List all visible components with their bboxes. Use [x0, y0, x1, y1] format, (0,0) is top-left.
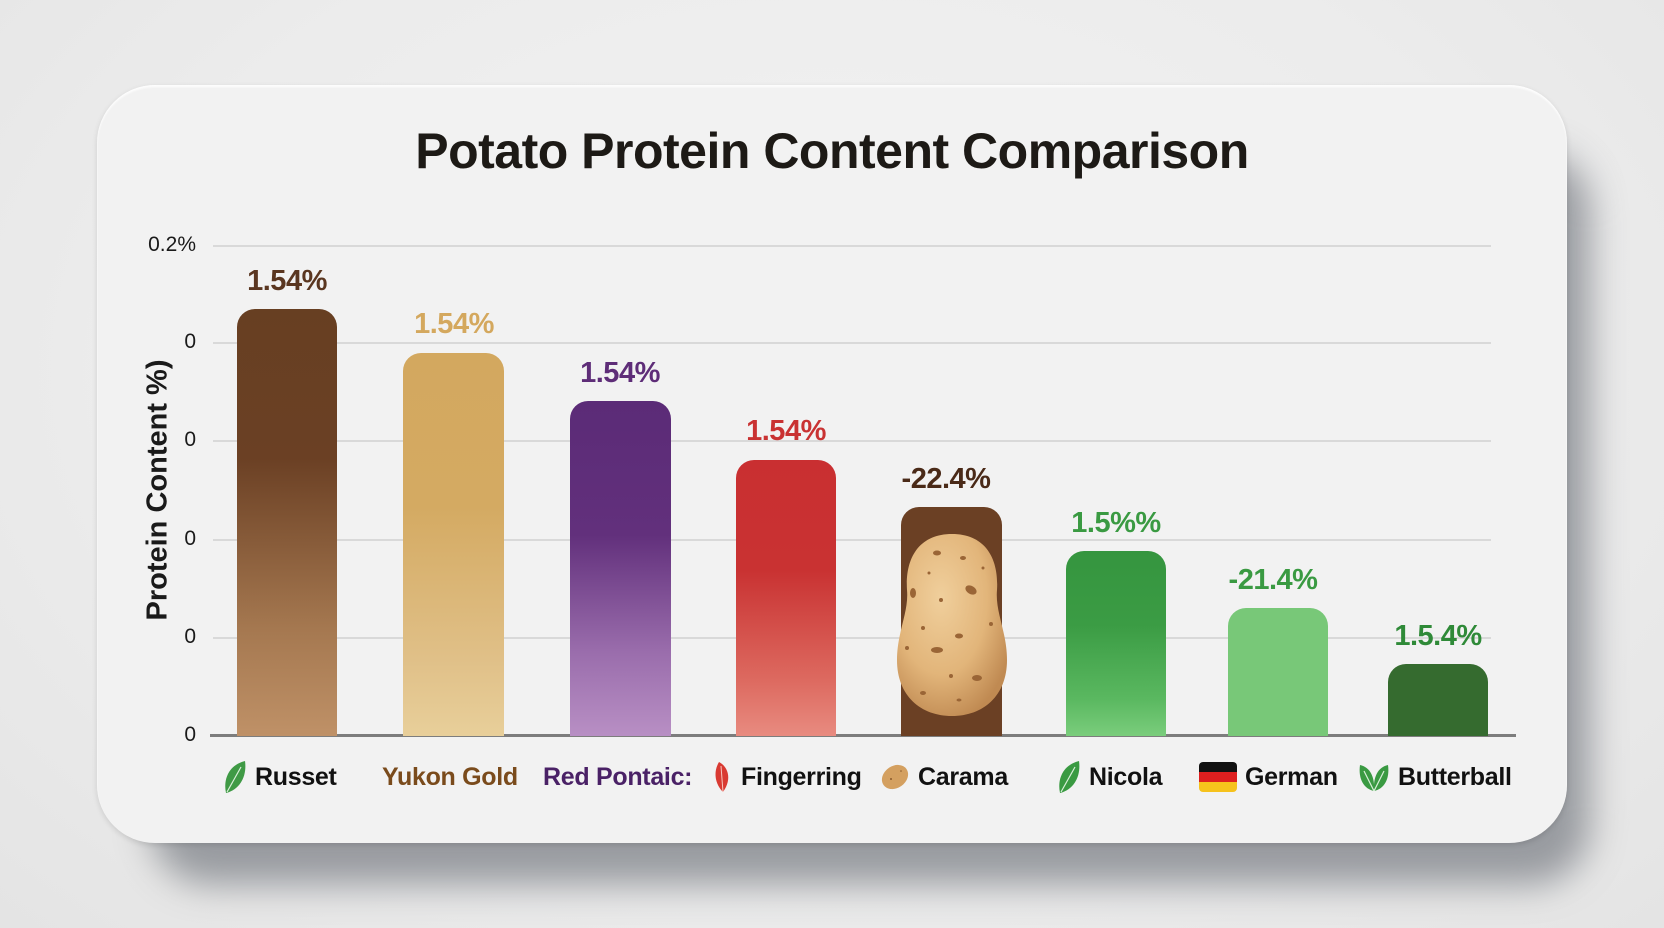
- category-german: German: [1199, 758, 1338, 796]
- category-yukon-gold: Yukon Gold: [382, 758, 518, 796]
- category-russet: Russet: [223, 758, 337, 796]
- leaf-icon: [1059, 761, 1080, 793]
- bar-russet: [237, 309, 337, 736]
- bar-butterball: [1388, 664, 1488, 736]
- x-axis-baseline: [210, 734, 1516, 737]
- value-label-carama: -22.4%: [901, 463, 991, 495]
- y-tick: 0.2%: [148, 233, 196, 256]
- y-tick: 0: [184, 723, 196, 746]
- category-label: Fingerring: [741, 762, 862, 791]
- chart-title: Potato Protein Content Comparison: [415, 123, 1249, 179]
- german-flag-icon: [1199, 762, 1237, 792]
- red-leaf-icon: [715, 762, 729, 793]
- y-tick: 0: [184, 330, 196, 353]
- leaf-icon: [225, 761, 246, 793]
- category-red-pontiac: Red Pontaic:: [543, 758, 693, 796]
- category-label: Yukon Gold: [382, 762, 518, 791]
- value-label-butterball: 1.5.4%: [1394, 620, 1482, 652]
- gridline: [213, 342, 1491, 344]
- category-label: Red Pontaic:: [543, 762, 693, 791]
- gridline: [213, 637, 1491, 639]
- value-label-fingerring: 1.54%: [746, 415, 826, 447]
- bar-nicola: [1066, 551, 1166, 736]
- category-fingerring: Fingerring: [713, 758, 862, 796]
- category-label: German: [1245, 762, 1338, 791]
- bar-fingerring: [736, 460, 836, 736]
- gridline: [213, 440, 1491, 442]
- y-tick: 0: [184, 428, 196, 451]
- gridline: [213, 539, 1491, 541]
- category-carama: Carama: [880, 758, 1008, 796]
- potato-icon: [881, 764, 909, 790]
- bar-yukon-gold: [403, 353, 504, 736]
- y-tick: 0: [184, 625, 196, 648]
- category-label: Butterball: [1398, 762, 1512, 791]
- y-axis-label: Protein Content %): [141, 359, 174, 621]
- category-butterball: Butterball: [1358, 758, 1512, 796]
- bar-red-pontiac: [570, 401, 671, 736]
- value-label-german: -21.4%: [1228, 564, 1318, 596]
- bar-german: [1228, 608, 1328, 736]
- y-tick: 0: [184, 527, 196, 550]
- value-label-yukon-gold: 1.54%: [414, 308, 494, 340]
- potato-illustration: [897, 534, 1007, 716]
- gridline: [213, 245, 1491, 247]
- category-label: Nicola: [1089, 762, 1163, 791]
- category-label: Russet: [255, 762, 337, 791]
- value-label-red-pontiac: 1.54%: [580, 357, 660, 389]
- sprout-icon: [1359, 765, 1389, 792]
- value-label-nicola: 1.5%%: [1071, 507, 1161, 539]
- category-nicola: Nicola: [1057, 758, 1163, 796]
- category-label: Carama: [918, 762, 1008, 791]
- value-label-russet: 1.54%: [247, 265, 327, 297]
